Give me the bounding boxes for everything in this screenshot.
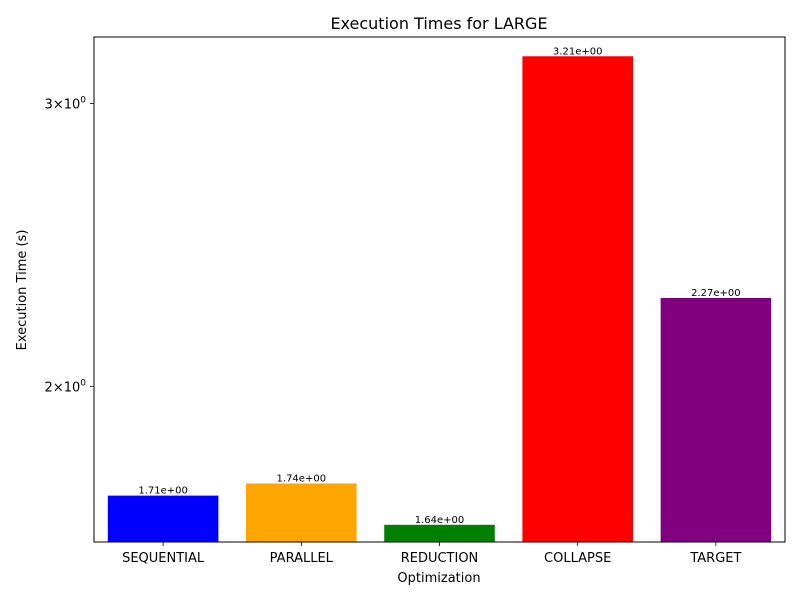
bar-parallel [246, 483, 357, 542]
bar-sequential [107, 495, 219, 542]
data-label-parallel: 1.74e+00 [277, 473, 327, 484]
x-axis-label: Optimization [397, 571, 480, 586]
y-tick-label: 3×100 [45, 95, 87, 112]
bar-reduction [384, 524, 495, 542]
data-label-sequential: 1.71e+00 [138, 486, 188, 497]
data-label-target: 2.27e+00 [691, 288, 741, 299]
chart-title: Execution Times for LARGE [330, 14, 547, 33]
bar-target [660, 298, 772, 542]
x-tick-label-parallel: PARALLEL [270, 551, 334, 566]
y-tick-label: 2×100 [45, 378, 87, 395]
axes-frame [93, 36, 786, 543]
x-tick-label-sequential: SEQUENTIAL [122, 551, 205, 566]
data-label-reduction: 1.64e+00 [415, 515, 465, 526]
data-label-collapse: 3.21e+00 [553, 46, 603, 57]
x-tick-label-reduction: REDUCTION [401, 551, 479, 566]
bar-collapse [522, 56, 633, 542]
x-tick-label-collapse: COLLAPSE [544, 551, 611, 566]
x-tick-label-target: TARGET [689, 551, 741, 566]
plot-area: 1.71e+00 SEQUENTIAL 1.74e+00 PARALLEL 1.64e+… [45, 36, 786, 566]
y-axis-label: Execution Time (s) [15, 230, 30, 351]
